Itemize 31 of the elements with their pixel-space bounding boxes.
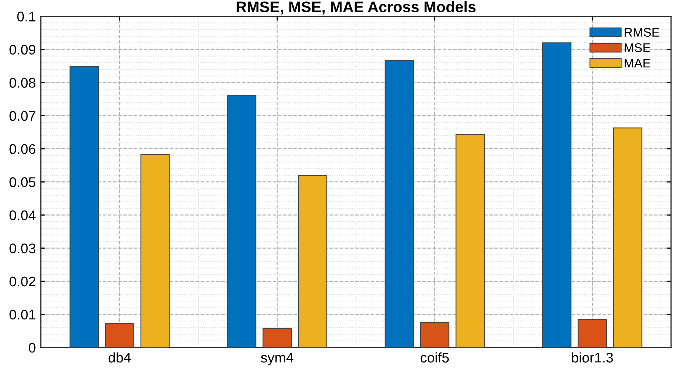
bar: [578, 319, 608, 348]
legend-label: MSE: [624, 44, 650, 52]
y-tick-label: 0.08: [10, 78, 36, 88]
y-tick-label: 0.1: [17, 12, 36, 22]
x-tick-label: bior1.3: [572, 352, 614, 363]
x-tick-label: db4: [108, 352, 132, 363]
y-tick-label: 0.04: [10, 210, 36, 220]
chart-title: RMSE, MSE, MAE Across Models: [236, 1, 476, 15]
y-tick-label: 0.01: [10, 310, 36, 320]
bar: [105, 323, 134, 348]
x-tick-label: sym4: [261, 353, 294, 366]
bar: [140, 154, 170, 348]
y-tick-label: 0.06: [10, 144, 36, 154]
y-tick-label: 0.03: [10, 244, 36, 254]
bar: [456, 134, 486, 348]
bar: [70, 66, 100, 348]
x-tick-label: coif5: [420, 352, 450, 363]
bar: [613, 128, 643, 348]
bar: [298, 175, 328, 348]
y-tick-label: 0: [29, 343, 36, 353]
y-tick-label: 0.07: [10, 111, 36, 122]
bar: [420, 322, 450, 348]
bar: [227, 95, 257, 348]
y-tick-label: 0.05: [10, 177, 36, 188]
y-tick-label: 0.02: [10, 276, 36, 287]
bar: [542, 42, 572, 348]
bar: [384, 60, 414, 348]
bar: [262, 328, 292, 348]
legend-label: RMSE: [624, 28, 660, 37]
legend-label: MAE: [624, 59, 650, 68]
y-tick-label: 0.09: [10, 45, 36, 55]
